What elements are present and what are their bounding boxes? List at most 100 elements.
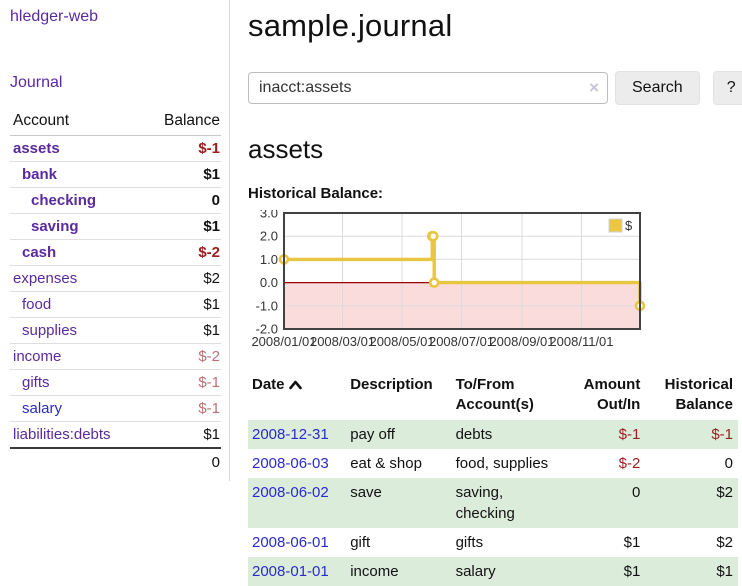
- svg-text:2008/09/01: 2008/09/01: [489, 334, 554, 349]
- account-balance: $-1: [142, 135, 221, 162]
- column-header-balance: Historical Balance: [664, 376, 733, 414]
- column-header-amount: Amount Out/In: [583, 376, 641, 414]
- account-link-checking[interactable]: checking: [31, 192, 97, 209]
- transaction-row: 2008-06-02 save saving, checking 0 $2: [248, 477, 738, 528]
- account-row: liabilities:debts $1: [10, 421, 221, 449]
- account-link-saving[interactable]: saving: [31, 218, 79, 235]
- account-balance: $1: [142, 161, 221, 188]
- account-row: checking 0: [10, 187, 221, 214]
- svg-text:2.0: 2.0: [260, 229, 278, 244]
- transaction-date-link[interactable]: 2008-06-03: [252, 454, 329, 472]
- app-title-link[interactable]: hledger-web: [10, 8, 99, 25]
- svg-text:2008/03/01: 2008/03/01: [310, 334, 375, 349]
- account-row: saving $1: [10, 213, 221, 240]
- search-input[interactable]: [248, 72, 608, 104]
- account-row: supplies $1: [10, 317, 221, 344]
- account-row: salary $-1: [10, 395, 221, 422]
- account-link-expenses[interactable]: expenses: [13, 270, 78, 287]
- accounts-header-balance: Balance: [142, 108, 221, 136]
- chart-title: Historical Balance:: [248, 185, 384, 202]
- account-link-income[interactable]: income: [13, 348, 62, 365]
- accounts-total-row: 0: [10, 447, 221, 475]
- clear-search-icon[interactable]: ×: [589, 77, 599, 97]
- account-row: income $-2: [10, 343, 221, 370]
- account-link-supplies[interactable]: supplies: [22, 322, 78, 339]
- accounts-table: Account Balance assets $-1 bank $1 checking 0…: [10, 108, 221, 475]
- account-balance: $-1: [142, 369, 221, 396]
- transaction-date-link[interactable]: 2008-06-02: [252, 483, 329, 501]
- transaction-balance: $2: [716, 483, 733, 501]
- register-table: Date Description To/From Account(s) Amou…: [248, 372, 738, 586]
- column-header-date[interactable]: Date: [248, 372, 346, 420]
- transaction-date-link[interactable]: 2008-12-31: [252, 425, 329, 443]
- transaction-date-link[interactable]: 2008-01-01: [252, 562, 329, 580]
- help-button[interactable]: ?: [712, 71, 742, 105]
- account-link-cash[interactable]: cash: [22, 244, 57, 261]
- historical-balance-chart: $3.0 2.0 1.0 0.0 -1.0 -2.0 2008/01/01 2008/03/0…: [248, 206, 742, 357]
- transaction-row: 2008-12-31 pay off debts $-1 $-1: [248, 419, 738, 449]
- svg-text:2008/01/01: 2008/01/01: [251, 334, 316, 349]
- transaction-amount: 0: [631, 483, 641, 501]
- account-balance: $-2: [142, 239, 221, 266]
- svg-text:2008/11/01: 2008/11/01: [549, 334, 613, 349]
- svg-text:0.0: 0.0: [260, 275, 278, 290]
- account-balance: $-1: [142, 395, 221, 422]
- account-row: gifts $-1: [10, 369, 221, 396]
- svg-text:$: $: [625, 218, 633, 233]
- account-row: expenses $2: [10, 265, 221, 292]
- svg-text:2008/07/01: 2008/07/01: [429, 334, 494, 349]
- account-row: assets $-1: [10, 135, 221, 162]
- svg-text:-1.0: -1.0: [256, 298, 278, 313]
- account-row: cash $-2: [10, 239, 221, 266]
- account-balance: $1: [142, 317, 221, 344]
- register-header-row: Date Description To/From Account(s) Amou…: [248, 372, 738, 420]
- transaction-accounts: debts: [455, 425, 493, 443]
- accounts-header-row: Account Balance: [10, 108, 221, 136]
- transaction-description: income: [350, 562, 399, 580]
- svg-text:3.0: 3.0: [260, 210, 278, 221]
- transaction-description: gift: [350, 533, 371, 551]
- transaction-description: eat & shop: [350, 454, 422, 472]
- main-content: sample.journal × Search ? assets Histori…: [230, 0, 742, 586]
- transaction-row: 2008-06-03 eat & shop food, supplies $-2 0: [248, 449, 738, 478]
- transaction-description: save: [350, 483, 382, 501]
- svg-text:-2.0: -2.0: [256, 322, 278, 337]
- sidebar: hledger-web Journal Account Balance asse…: [0, 0, 230, 481]
- transaction-balance: 0: [724, 454, 733, 472]
- account-balance: 0: [142, 187, 221, 214]
- transaction-balance: $-1: [711, 425, 733, 443]
- account-link-salary[interactable]: salary: [22, 400, 63, 417]
- accounts-header-account: Account: [10, 108, 143, 136]
- transaction-accounts: saving, checking: [455, 483, 515, 522]
- transaction-date-link[interactable]: 2008-06-01: [252, 533, 329, 551]
- svg-text:1.0: 1.0: [260, 252, 278, 267]
- account-heading: assets: [248, 134, 324, 164]
- account-link-food[interactable]: food: [22, 296, 52, 313]
- account-balance: $1: [142, 213, 221, 240]
- accounts-total-balance: 0: [142, 447, 221, 475]
- transaction-amount: $-2: [618, 454, 641, 472]
- transaction-row: 2008-06-01 gift gifts $1 $2: [248, 528, 738, 557]
- account-balance: $2: [142, 265, 221, 292]
- transaction-row: 2008-01-01 income salary $1 $1: [248, 556, 738, 586]
- account-balance: $1: [142, 421, 221, 449]
- transaction-balance: $1: [716, 562, 733, 580]
- account-balance: $1: [142, 291, 221, 318]
- page-title: sample.journal: [248, 8, 453, 43]
- svg-text:2008/05/01: 2008/05/01: [369, 334, 434, 349]
- account-link-bank[interactable]: bank: [22, 166, 58, 183]
- sort-ascending-icon: [288, 376, 302, 396]
- account-link-gifts[interactable]: gifts: [22, 374, 50, 391]
- transaction-accounts: salary: [455, 562, 496, 580]
- transaction-amount: $1: [623, 533, 641, 551]
- sidebar-item-journal[interactable]: Journal: [10, 74, 63, 91]
- account-link-assets[interactable]: assets: [13, 140, 60, 157]
- column-header-description: Description: [350, 376, 433, 393]
- transaction-accounts: gifts: [455, 533, 484, 551]
- column-header-accounts: To/From Account(s): [455, 376, 534, 414]
- account-row: food $1: [10, 291, 221, 318]
- account-link-liabilities-debts[interactable]: liabilities:debts: [13, 426, 111, 443]
- transaction-amount: $1: [623, 562, 641, 580]
- search-button[interactable]: Search: [615, 71, 700, 105]
